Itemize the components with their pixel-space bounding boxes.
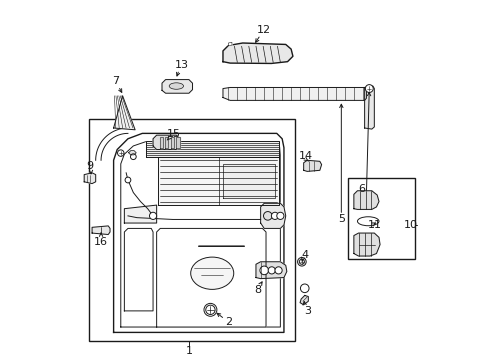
Polygon shape <box>364 86 373 129</box>
Polygon shape <box>153 135 180 149</box>
Polygon shape <box>156 228 265 327</box>
Circle shape <box>125 177 131 183</box>
Polygon shape <box>113 96 135 130</box>
Text: 16: 16 <box>94 237 108 247</box>
Polygon shape <box>113 134 284 332</box>
Polygon shape <box>260 203 285 228</box>
Circle shape <box>300 284 308 293</box>
Polygon shape <box>124 205 156 223</box>
Polygon shape <box>228 42 231 45</box>
Text: 9: 9 <box>86 161 94 171</box>
Circle shape <box>205 305 215 315</box>
Polygon shape <box>162 80 192 93</box>
Ellipse shape <box>357 217 378 226</box>
Circle shape <box>260 266 268 275</box>
Text: 4: 4 <box>301 250 307 260</box>
Ellipse shape <box>169 83 183 89</box>
Polygon shape <box>121 141 280 327</box>
Polygon shape <box>223 87 366 100</box>
Text: 6: 6 <box>358 184 365 194</box>
Bar <box>88 119 294 341</box>
Text: 7: 7 <box>112 76 119 86</box>
Circle shape <box>263 212 271 220</box>
Polygon shape <box>223 43 292 63</box>
Polygon shape <box>176 137 179 148</box>
Circle shape <box>365 85 372 93</box>
Polygon shape <box>255 262 286 279</box>
Text: 15: 15 <box>166 129 180 139</box>
Polygon shape <box>170 137 174 148</box>
Text: 12: 12 <box>257 25 271 35</box>
Circle shape <box>271 212 278 220</box>
Polygon shape <box>145 141 278 157</box>
Text: 10: 10 <box>404 220 417 230</box>
Circle shape <box>130 154 136 159</box>
Text: 1: 1 <box>185 346 192 356</box>
Text: 13: 13 <box>174 59 188 69</box>
Ellipse shape <box>190 257 233 289</box>
Polygon shape <box>223 164 274 198</box>
Text: 8: 8 <box>254 285 261 295</box>
Polygon shape <box>159 137 163 148</box>
Circle shape <box>117 150 124 156</box>
Circle shape <box>299 259 304 264</box>
Circle shape <box>297 257 305 266</box>
Polygon shape <box>128 150 136 155</box>
Polygon shape <box>164 137 168 148</box>
Circle shape <box>149 212 156 220</box>
Text: 2: 2 <box>225 317 232 327</box>
Text: 5: 5 <box>337 215 344 224</box>
Polygon shape <box>158 157 278 205</box>
Circle shape <box>274 267 282 274</box>
Polygon shape <box>303 160 321 171</box>
Polygon shape <box>84 173 96 184</box>
Polygon shape <box>92 226 110 234</box>
Bar <box>348 178 414 259</box>
Polygon shape <box>353 233 379 256</box>
Circle shape <box>267 267 275 274</box>
Circle shape <box>276 212 284 220</box>
Text: 11: 11 <box>367 220 381 230</box>
Text: 3: 3 <box>303 306 310 316</box>
Polygon shape <box>300 296 308 305</box>
Polygon shape <box>124 228 153 311</box>
Text: 14: 14 <box>299 150 313 161</box>
Polygon shape <box>353 191 378 210</box>
